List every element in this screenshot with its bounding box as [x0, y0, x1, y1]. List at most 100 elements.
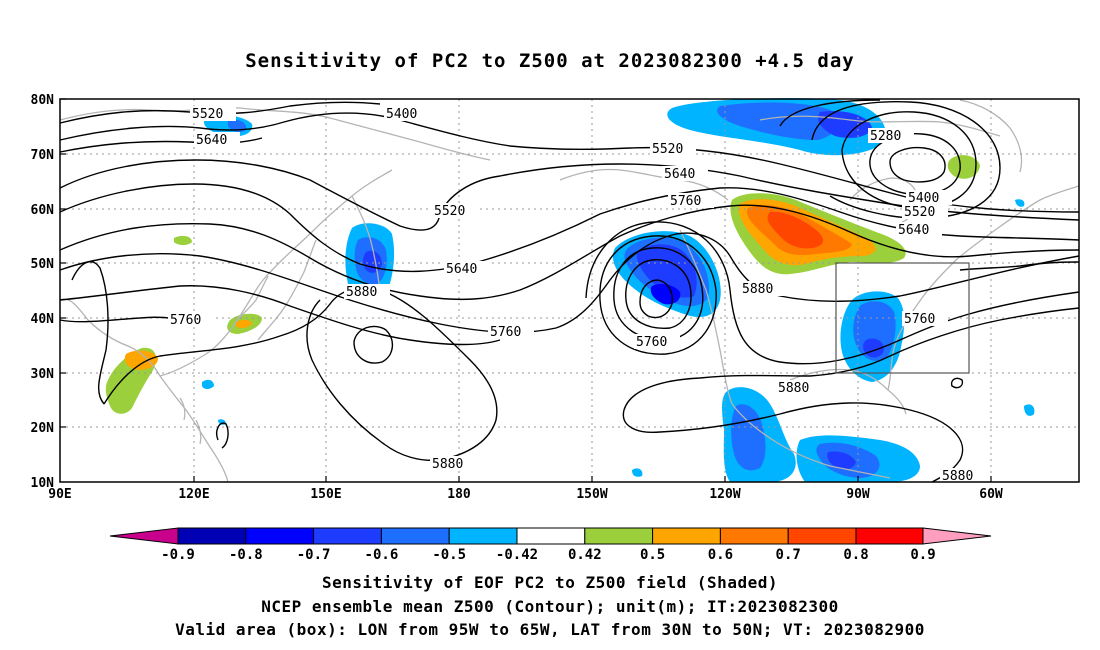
coastline-gulf: [789, 368, 907, 415]
contour-label: 5760: [170, 313, 201, 328]
colorbar-label: 0.6: [708, 547, 733, 563]
contour-label: 5760: [670, 194, 701, 209]
lon-label: 60W: [979, 487, 1003, 502]
shade-region: [636, 244, 697, 298]
contour-label-bg: [902, 311, 948, 326]
contour-line: [811, 101, 1001, 219]
colorbar-label: 0.9: [910, 547, 935, 563]
colorbar: [109, 527, 992, 545]
contour-line: [59, 232, 1080, 334]
colorbar-segment: [245, 527, 315, 545]
contour-line: [622, 402, 964, 483]
lat-label: 70N: [31, 148, 55, 163]
lon-label: 180: [447, 487, 471, 502]
contour-label-bg: [902, 204, 948, 219]
lat-label: 60N: [31, 203, 55, 218]
lon-label: 150W: [576, 487, 607, 502]
lat-label: 80N: [31, 93, 55, 108]
coastline-na-south: [731, 403, 891, 479]
lat-label: 30N: [31, 367, 55, 382]
contour-label: 5640: [898, 223, 929, 238]
contour-label-bg: [194, 132, 240, 147]
contour-label: 5640: [446, 262, 477, 277]
caption-shaded: Sensitivity of EOF PC2 to Z500 field (Sh…: [322, 573, 778, 592]
colorbar-segment: [448, 527, 518, 545]
shade-region: [731, 404, 766, 471]
colorbar-label: -0.42: [496, 547, 538, 563]
contour-line: [959, 261, 1080, 271]
caption-valid-area: Valid area (box): LON from 95W to 65W, L…: [175, 620, 925, 639]
contour-label-bg: [740, 281, 786, 296]
contour-line: [889, 146, 946, 183]
contour-line: [585, 221, 1080, 365]
contour-label: 5760: [490, 325, 521, 340]
coastline-arctic: [759, 115, 1001, 137]
contour-label: 5520: [904, 205, 935, 220]
lon-label: 120W: [709, 487, 740, 502]
shade-region: [363, 250, 382, 273]
colorbar-segment: [855, 527, 924, 545]
colorbar-segment: [719, 527, 789, 545]
contour-label: 5880: [742, 282, 773, 297]
colorbar-label: -0.7: [297, 547, 331, 563]
coastline-siberia: [59, 107, 491, 161]
chart-title: Sensitivity of PC2 to Z500 at 2023082300…: [245, 50, 855, 72]
map-background: [60, 99, 1079, 482]
coastline-greenland: [959, 99, 1023, 173]
lon-label: 90E: [48, 487, 71, 502]
shade-region: [717, 102, 839, 140]
coastline-alaska: [559, 168, 729, 201]
contour-label: 5880: [432, 457, 463, 472]
coastlines: [59, 99, 1080, 483]
contour-label-bg: [444, 261, 490, 276]
shade-region: [236, 319, 252, 329]
contour-label: 5880: [942, 469, 973, 484]
contour-line: [216, 422, 229, 449]
colorbar-label: -0.5: [432, 547, 466, 563]
coastline-korea: [235, 275, 269, 323]
contour-label: 5400: [908, 191, 939, 206]
contour-label-bg: [776, 380, 822, 395]
contour-label-bg: [634, 334, 680, 349]
contour-label-bg: [662, 166, 708, 181]
colorbar-segment: [380, 527, 450, 545]
lat-label: 50N: [31, 257, 55, 272]
colorbar-label: 0.7: [776, 547, 801, 563]
contour-line: [779, 99, 881, 127]
shade-region: [174, 235, 192, 245]
colorbar-label: 0.5: [640, 547, 665, 563]
contour-label-bg: [430, 456, 476, 471]
shade-region: [202, 379, 214, 389]
contour-label: 5640: [664, 167, 695, 182]
lat-label: 10N: [31, 476, 55, 491]
contour-label-bg: [668, 193, 714, 208]
contour-label: 5520: [434, 204, 465, 219]
contour-line: [103, 286, 381, 405]
shade-region: [827, 451, 856, 470]
shade-region: [1024, 404, 1035, 416]
colorbar-labels: -0.9 -0.8 -0.7 -0.6 -0.5 -0.42 0.42 0.5 …: [161, 547, 936, 563]
contour-line: [59, 159, 1080, 231]
contour-label-bg: [432, 203, 478, 218]
contour-label: 5880: [778, 381, 809, 396]
contour-label: 5280: [870, 129, 901, 144]
colorbar-segment: [516, 527, 586, 545]
longitude-labels: 90E 120E 150E 180 150W 120W 90W 60W: [48, 487, 1003, 502]
colorbar-label: -0.8: [229, 547, 263, 563]
lat-label: 40N: [31, 312, 55, 327]
contour-label: 5640: [196, 133, 227, 148]
colorbar-label: 0.8: [843, 547, 868, 563]
coastline-kamchatka: [351, 195, 381, 291]
contour-label-bg: [650, 141, 696, 156]
contour-label: 5880: [346, 285, 377, 300]
coastline-japan: [257, 239, 317, 341]
contour-line: [599, 235, 717, 355]
valid-area-box: [835, 262, 970, 374]
colorbar-left-triangle: [109, 527, 179, 545]
shade-region: [767, 211, 824, 249]
colorbar-segment: [313, 527, 382, 545]
shade-region: [124, 350, 158, 370]
colorbar-segment: [584, 527, 654, 545]
contour-label: 5520: [652, 142, 683, 157]
contour-label-bg: [168, 312, 214, 327]
